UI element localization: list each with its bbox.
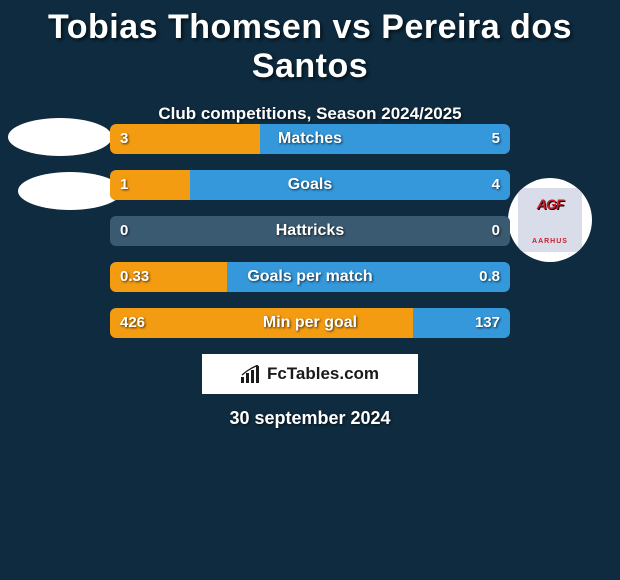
comparison-infographic: Tobias Thomsen vs Pereira dos Santos Clu… <box>0 0 620 580</box>
brand-text: FcTables.com <box>267 364 379 384</box>
subtitle: Club competitions, Season 2024/2025 <box>0 104 620 124</box>
bar-value-right: 0.8 <box>479 262 500 292</box>
club-badge: AGF AARHUS <box>508 178 592 262</box>
bar-value-left: 0.33 <box>120 262 149 292</box>
club-badge-text-top: AGF <box>537 196 564 212</box>
bar-value-left: 1 <box>120 170 128 200</box>
bar-label: Goals <box>110 170 510 200</box>
avatar-placeholder-1 <box>8 118 112 156</box>
bar-row: Goals per match0.33 0.8 <box>110 262 510 292</box>
brand-chart-icon <box>241 365 263 383</box>
bar-label: Hattricks <box>110 216 510 246</box>
bar-label: Goals per match <box>110 262 510 292</box>
bar-row: Matches3 5 <box>110 124 510 154</box>
bar-row: Min per goal426 137 <box>110 308 510 338</box>
club-badge-text-bottom: AARHUS <box>532 238 568 245</box>
date-text: 30 september 2024 <box>0 408 620 429</box>
avatar-placeholder-2 <box>18 172 122 210</box>
bar-value-right: 5 <box>492 124 500 154</box>
brand-box: FcTables.com <box>202 354 418 394</box>
page-title: Tobias Thomsen vs Pereira dos Santos <box>0 0 620 86</box>
bar-value-right: 0 <box>492 216 500 246</box>
bar-label: Matches <box>110 124 510 154</box>
bar-label: Min per goal <box>110 308 510 338</box>
comparison-bars: Matches3 5 Goals1 4 Hattricks0 0 Goals per mat… <box>110 124 510 354</box>
bar-value-left: 3 <box>120 124 128 154</box>
bar-value-left: 0 <box>120 216 128 246</box>
bar-row: Hattricks0 0 <box>110 216 510 246</box>
bar-value-right: 137 <box>475 308 500 338</box>
bar-value-left: 426 <box>120 308 145 338</box>
club-badge-shield: AGF AARHUS <box>518 188 582 252</box>
bar-row: Goals1 4 <box>110 170 510 200</box>
bar-value-right: 4 <box>492 170 500 200</box>
